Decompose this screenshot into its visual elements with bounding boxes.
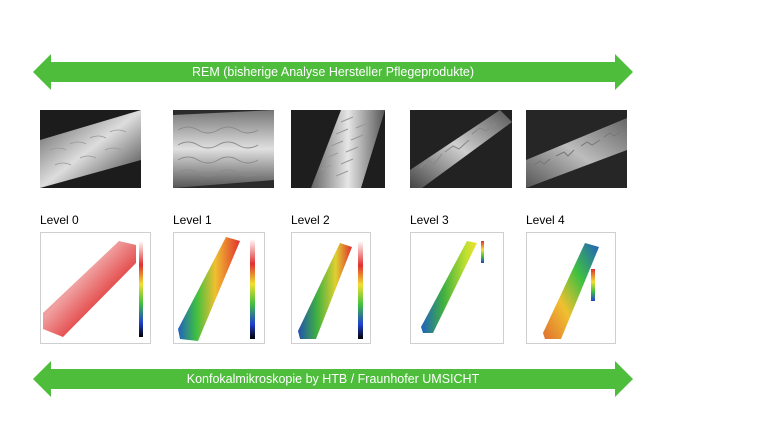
level-0-label: Level 0 <box>40 213 79 227</box>
sem-image-level-1 <box>173 110 274 188</box>
sem-image-level-2 <box>291 110 385 188</box>
confocal-image-level-3 <box>410 232 504 344</box>
double-arrow-icon <box>33 361 633 397</box>
rem-arrow-label: REM (bisherige Analyse Hersteller Pflege… <box>191 65 475 79</box>
confocal-image-level-0 <box>40 232 151 344</box>
sem-image-level-3 <box>410 110 512 188</box>
confocal-image-level-4 <box>526 232 616 344</box>
level-3-label: Level 3 <box>410 213 449 227</box>
confocal-arrow-label: Konfokalmikroskopie by HTB / Fraunhofer … <box>186 372 480 386</box>
double-arrow-icon <box>33 54 633 90</box>
level-2-label: Level 2 <box>291 213 330 227</box>
rem-arrow: REM (bisherige Analyse Hersteller Pflege… <box>33 54 633 90</box>
confocal-arrow: Konfokalmikroskopie by HTB / Fraunhofer … <box>33 361 633 397</box>
confocal-image-level-2 <box>291 232 371 344</box>
confocal-image-level-1 <box>173 232 265 344</box>
level-1-label: Level 1 <box>173 213 212 227</box>
sem-image-level-0 <box>40 110 141 188</box>
sem-image-level-4 <box>526 110 627 188</box>
level-4-label: Level 4 <box>526 213 565 227</box>
